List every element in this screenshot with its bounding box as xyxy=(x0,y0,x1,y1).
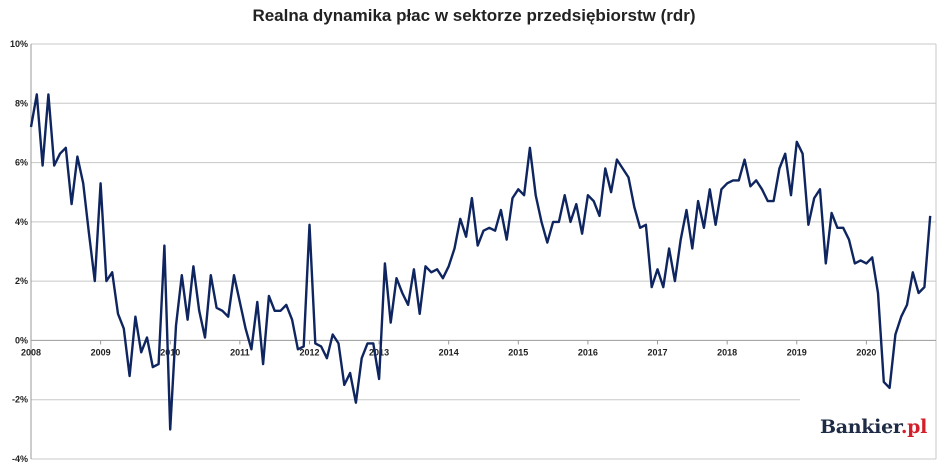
x-tick-label: 2015 xyxy=(508,347,528,357)
y-tick-label: 10% xyxy=(10,39,28,49)
series-line xyxy=(29,93,932,431)
x-tick-label: 2012 xyxy=(299,347,319,357)
y-tick-label: 4% xyxy=(15,217,28,227)
x-tick-label: 2013 xyxy=(369,347,389,357)
x-tick-label: 2016 xyxy=(578,347,598,357)
logo-text: Bankier xyxy=(820,416,901,438)
y-tick-label: 0% xyxy=(15,335,28,345)
x-tick-label: 2011 xyxy=(230,347,250,357)
bankier-logo: Bankier.pl xyxy=(820,416,927,438)
x-tick-label: 2009 xyxy=(91,347,111,357)
x-tick-label: 2014 xyxy=(439,347,459,357)
x-tick-label: 2017 xyxy=(648,347,668,357)
y-tick-label: -4% xyxy=(12,454,28,464)
logo-suffix: .pl xyxy=(900,416,928,438)
x-tick-label: 2008 xyxy=(21,347,41,357)
y-tick-label: 8% xyxy=(15,98,28,108)
x-tick-label: 2010 xyxy=(160,347,180,357)
y-tick-label: 6% xyxy=(15,158,28,168)
y-tick-label: 2% xyxy=(15,276,28,286)
x-tick-label: 2018 xyxy=(717,347,737,357)
x-tick-label: 2019 xyxy=(787,347,807,357)
y-tick-label: -2% xyxy=(12,395,28,405)
chart-title: Realna dynamika płac w sektorze przedsię… xyxy=(252,6,696,25)
x-tick-label: 2020 xyxy=(856,347,876,357)
